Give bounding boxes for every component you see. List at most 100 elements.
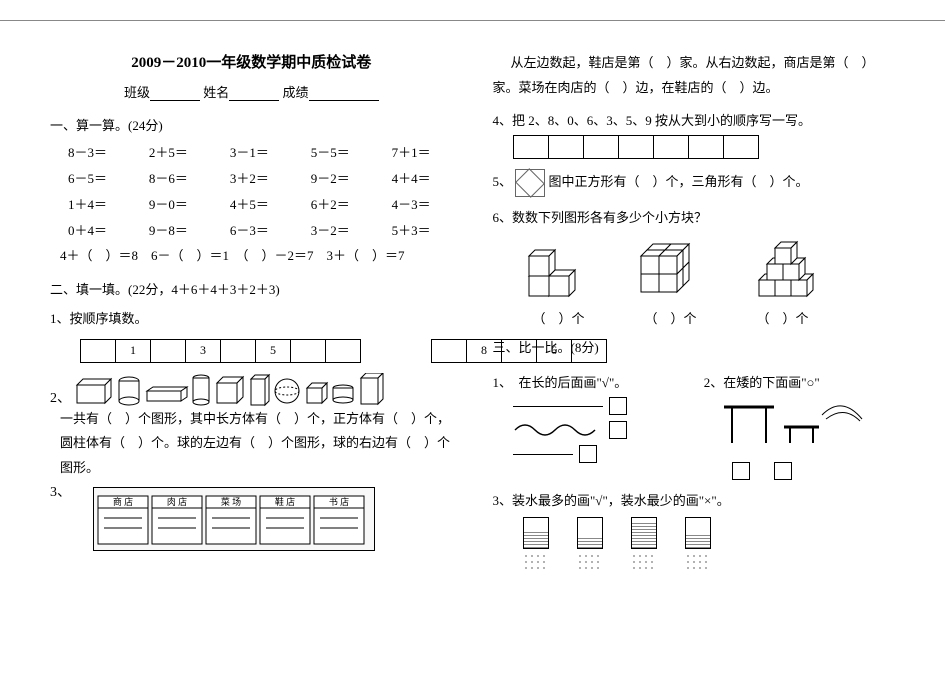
short-line-icon	[513, 454, 573, 455]
line-options	[513, 397, 684, 463]
calc-row-1: 6－5＝ 8－6＝ 3＋2＝ 9－2＝ 4＋4＝	[68, 166, 453, 192]
calc-cell: 4＋5＝	[230, 192, 291, 218]
seq-box	[431, 339, 467, 363]
section3-heading: 三、比一比。(8分)	[493, 337, 896, 356]
score-label: 成绩	[283, 85, 309, 100]
jar-icon	[577, 517, 603, 549]
answer-box	[523, 553, 547, 571]
class-label: 班级	[124, 85, 150, 100]
check-box	[774, 462, 792, 480]
cube-unit-b: （ ）个	[635, 308, 707, 327]
s3-q1-block: 1、 在长的后面画"√"。	[493, 362, 684, 480]
svg-text:鞋 店: 鞋 店	[275, 496, 295, 507]
answer-box	[577, 553, 601, 571]
name-blank	[229, 86, 279, 101]
cube-unit-a: （ ）个	[523, 308, 595, 327]
r-q4: 4、把 2、8、0、6、3、5、9 按从大到小的顺序写一写。	[493, 110, 896, 129]
seq-box	[325, 339, 361, 363]
q2-2-line1: 一共有（ ）个图形，其中长方体有（ ）个，正方体有（ ）个，	[60, 407, 453, 432]
s3-q1: 1、 在长的后面画"√"。	[493, 372, 684, 391]
score-blank	[309, 86, 379, 101]
line-row	[513, 397, 684, 415]
jar-icon	[523, 517, 549, 549]
seq-box	[150, 339, 186, 363]
calc-cell: 2＋5＝	[149, 140, 210, 166]
r-q5-text: 图中正方形有（ ）个，三角形有（ ）个。	[549, 174, 809, 189]
cubes-c-icon	[755, 234, 845, 302]
overlap-squares-icon	[515, 169, 545, 197]
sequence-sets: 1 3 5 8 6	[50, 333, 453, 373]
cube-unit-c: （ ）个	[747, 308, 819, 327]
q2-2-row: 2、	[50, 373, 453, 407]
info-line: 班级 姓名 成绩	[50, 82, 453, 101]
r-q5-row: 5、 图中正方形有（ ）个，三角形有（ ）个。	[493, 169, 896, 197]
q2-2-prefix: 2、	[50, 387, 71, 407]
r-p2: 家。菜场在肉店的（ ）边，在鞋店的（ ）边。	[493, 76, 896, 101]
curly-line-icon	[513, 423, 603, 437]
calc-cell: 3＋2＝	[230, 166, 291, 192]
calc-cell: 1＋4＝	[68, 192, 129, 218]
check-box	[579, 445, 597, 463]
svg-text:菜 场: 菜 场	[221, 496, 241, 507]
solids-row-icon	[75, 373, 435, 407]
check-box	[609, 397, 627, 415]
order-box	[513, 135, 549, 159]
calc-cell: 9－0＝	[149, 192, 210, 218]
q2-1: 1、按顺序填数。	[50, 308, 453, 327]
calc-cell: 9－8＝	[149, 218, 210, 244]
svg-text:书 店: 书 店	[329, 496, 349, 507]
calc-cell: 0＋4＝	[68, 218, 129, 244]
s3-q3: 3、装水最多的画"√"，装水最少的画"×"。	[493, 490, 896, 509]
q2-2-line2: 圆柱体有（ ）个。球的左边有（ ）个图形，球的右边有（ ）个	[60, 431, 453, 456]
calc-cell: 6－3＝	[230, 218, 291, 244]
order-box	[723, 135, 759, 159]
page: 2009－2010一年级数学期中质检试卷 班级 姓名 成绩 一、算一算。(24分…	[0, 20, 945, 605]
order-box	[688, 135, 724, 159]
calc-cell: 5＋3＝	[392, 218, 453, 244]
line-row	[513, 445, 684, 463]
q2-2-line3: 图形。	[60, 456, 453, 481]
r-q5-prefix: 5、	[493, 174, 513, 189]
section1-heading: 一、算一算。(24分)	[50, 115, 453, 134]
jars-row	[523, 517, 896, 571]
long-line-icon	[513, 406, 603, 407]
calc-cell: 6－5＝	[68, 166, 129, 192]
s3-q2-block: 2、在矮的下面画"○"	[704, 362, 895, 480]
order-boxes	[513, 135, 896, 159]
check-box	[732, 462, 750, 480]
calc-cell: 3－2＝	[311, 218, 372, 244]
right-column: 从左边数起，鞋店是第（ ）家。从右边数起，商店是第（ ） 家。菜场在肉店的（ ）…	[493, 51, 896, 575]
s3-q2: 2、在矮的下面画"○"	[704, 372, 895, 391]
section2-heading: 二、填一填。(22分，4＋6＋4＋3＋2＋3)	[50, 279, 453, 298]
jar-item	[523, 517, 549, 571]
calc-cell: 4＋4＝	[392, 166, 453, 192]
bench-tree-icon	[714, 397, 864, 457]
calc-cell: 7＋1＝	[392, 140, 453, 166]
order-box	[618, 135, 654, 159]
svg-text:商 店: 商 店	[113, 496, 133, 507]
answer-box	[631, 553, 655, 571]
seq-box: 3	[185, 339, 221, 363]
seq-a: 1 3 5	[80, 339, 361, 363]
bench-figure	[714, 397, 895, 480]
class-blank	[150, 86, 200, 101]
order-box	[653, 135, 689, 159]
q2-3-row: 3、	[50, 481, 453, 551]
calc-grid: 8－3＝ 2＋5＝ 3－1＝ 5－5＝ 7＋1＝ 6－5＝ 8－6＝ 3＋2＝ …	[50, 140, 453, 244]
check-box	[609, 421, 627, 439]
calc-cell: 8－6＝	[149, 166, 210, 192]
calc-cell: 3－1＝	[230, 140, 291, 166]
calc-row-2: 1＋4＝ 9－0＝ 4＋5＝ 6＋2＝ 4－3＝	[68, 192, 453, 218]
seq-box	[290, 339, 326, 363]
order-box	[583, 135, 619, 159]
calc-row-5: 4＋（ ）＝8 6－（ ）＝1 （ ）－2＝7 3＋（ ）＝7	[60, 244, 453, 269]
s3-row1: 1、 在长的后面画"√"。 2、	[493, 362, 896, 480]
jar-icon	[631, 517, 657, 549]
seq-box: 1	[115, 339, 151, 363]
cube-figures	[523, 234, 896, 302]
calc-row-3: 0＋4＝ 9－8＝ 6－3＝ 3－2＝ 5＋3＝	[68, 218, 453, 244]
answer-box	[685, 553, 709, 571]
calc-cell: 5－5＝	[311, 140, 372, 166]
seq-box: 5	[255, 339, 291, 363]
r-q6: 6、数数下列图形各有多少个小方块？	[493, 207, 896, 226]
